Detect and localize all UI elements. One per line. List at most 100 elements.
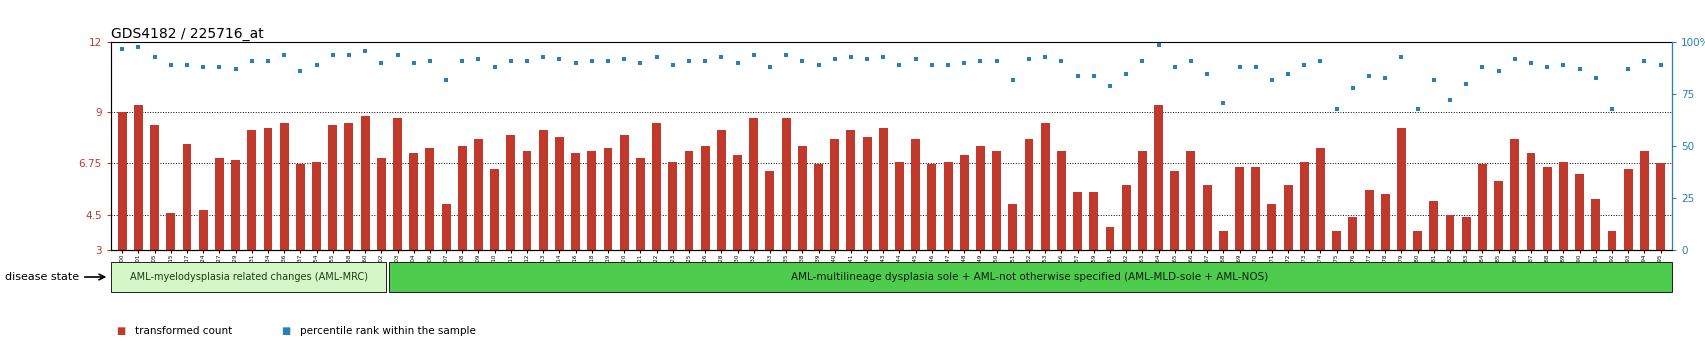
Point	[967, 58, 994, 64]
Point	[1500, 56, 1528, 62]
Point	[658, 62, 685, 68]
Bar	[1364, 190, 1373, 250]
Bar	[1234, 167, 1243, 250]
Point	[837, 54, 864, 60]
Point	[1419, 77, 1446, 82]
Bar	[247, 130, 256, 250]
Bar	[198, 210, 208, 250]
Bar	[1541, 167, 1552, 250]
Bar	[1154, 105, 1163, 250]
Bar	[474, 139, 483, 250]
Bar	[295, 164, 305, 250]
Point	[481, 64, 508, 70]
Bar	[506, 135, 515, 250]
Point	[610, 56, 638, 62]
Point	[319, 52, 346, 58]
Bar	[167, 213, 176, 250]
Point	[1323, 106, 1350, 112]
Point	[982, 58, 1009, 64]
Bar	[636, 158, 644, 250]
Point	[546, 56, 573, 62]
Bar	[442, 204, 450, 250]
Bar	[1072, 192, 1081, 250]
Bar	[1429, 201, 1437, 250]
Point	[1338, 85, 1366, 91]
Bar	[992, 151, 1001, 250]
Bar	[1623, 169, 1632, 250]
Bar	[975, 146, 984, 250]
Bar	[798, 146, 806, 250]
Bar	[263, 128, 273, 250]
Bar	[1606, 231, 1615, 250]
Point	[1630, 58, 1657, 64]
Bar	[327, 125, 338, 250]
Bar	[539, 130, 547, 250]
Bar	[668, 162, 677, 250]
Point	[805, 62, 832, 68]
Bar	[182, 144, 191, 250]
Bar	[1461, 217, 1470, 250]
Bar	[522, 151, 532, 250]
Bar	[392, 119, 402, 250]
Point	[1129, 58, 1156, 64]
Point	[1451, 81, 1478, 87]
Bar	[150, 125, 159, 250]
Point	[496, 58, 523, 64]
Point	[934, 62, 962, 68]
Bar	[1040, 123, 1049, 250]
Point	[1096, 83, 1124, 89]
Bar	[457, 146, 467, 250]
Bar	[344, 123, 353, 250]
Point	[464, 56, 491, 62]
Point	[1161, 64, 1188, 70]
Point	[448, 58, 476, 64]
Bar	[135, 105, 143, 250]
Bar	[748, 119, 757, 250]
Point	[999, 77, 1026, 82]
Point	[675, 58, 702, 64]
Bar	[928, 164, 936, 250]
Point	[1291, 62, 1318, 68]
Point	[708, 54, 735, 60]
Point	[1274, 71, 1301, 76]
Point	[124, 44, 152, 50]
Point	[1209, 100, 1236, 105]
Point	[755, 64, 783, 70]
Bar	[1025, 139, 1033, 250]
Point	[740, 52, 767, 58]
Point	[271, 52, 298, 58]
Point	[351, 48, 379, 53]
Point	[239, 58, 266, 64]
Point	[820, 56, 847, 62]
Point	[772, 52, 800, 58]
Bar	[766, 171, 774, 250]
Bar	[1526, 153, 1535, 250]
Bar	[1347, 217, 1357, 250]
Bar	[910, 139, 919, 250]
Bar	[1494, 181, 1502, 250]
Point	[142, 54, 169, 60]
Point	[1386, 54, 1413, 60]
Point	[336, 52, 363, 58]
Point	[189, 64, 217, 70]
Point	[384, 52, 411, 58]
Point	[593, 58, 621, 64]
Point	[303, 62, 331, 68]
Bar	[1185, 151, 1195, 250]
Bar	[215, 158, 223, 250]
Text: AML-myelodysplasia related changes (AML-MRC): AML-myelodysplasia related changes (AML-…	[130, 272, 368, 282]
Point	[157, 62, 184, 68]
Bar	[1591, 199, 1599, 250]
Point	[1355, 73, 1383, 79]
Point	[950, 61, 977, 66]
Point	[1258, 77, 1286, 82]
Point	[1226, 64, 1253, 70]
Bar	[571, 153, 580, 250]
Bar	[111, 262, 385, 292]
Bar	[377, 158, 385, 250]
Point	[1581, 75, 1608, 80]
Point	[1371, 75, 1398, 80]
Bar	[651, 123, 660, 250]
Point	[691, 58, 718, 64]
Point	[1047, 58, 1074, 64]
